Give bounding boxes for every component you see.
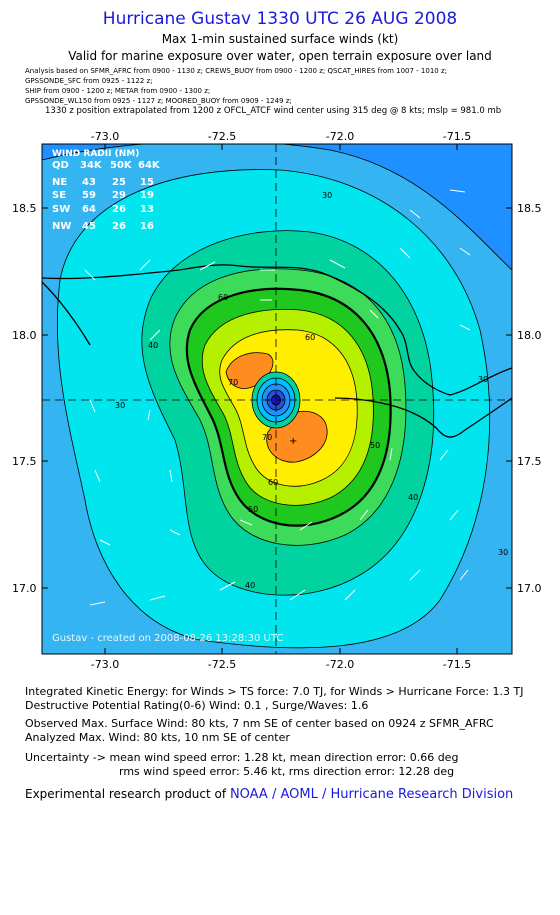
ike-summary: Integrated Kinetic Energy: for Winds > T… <box>25 685 524 698</box>
longitude-tick-label: -72.5 <box>208 658 236 671</box>
longitude-tick-label: -72.0 <box>326 658 354 671</box>
credit-line: Experimental research product of NOAA / … <box>25 787 513 802</box>
wind-radii-cell: 16 <box>140 221 154 232</box>
map-title: Hurricane Gustav 1330 UTC 26 AUG 2008 <box>102 9 458 29</box>
contour-label: 50 <box>370 441 380 450</box>
wind-radii-col: 34K <box>80 160 103 171</box>
max-wind-marker: + <box>289 436 297 447</box>
wind-radii-cell: 43 <box>82 177 96 188</box>
observed-max-wind: Observed Max. Surface Wind: 80 kts, 7 nm… <box>25 717 494 730</box>
creation-watermark: Gustav - created on 2008-08-26 13:28:30 … <box>52 633 283 644</box>
contour-label: 60 <box>305 333 315 342</box>
contour-label: 50 <box>248 505 258 514</box>
wind-radii-cell: 26 <box>112 204 126 215</box>
position-extrapolation-note: 1330 z position extrapolated from 1200 z… <box>45 106 502 116</box>
longitude-tick-label: -72.0 <box>326 130 354 143</box>
wind-vectors <box>84 189 471 606</box>
contour-label: 40 <box>148 341 158 350</box>
uncertainty-rms: rms wind speed error: 5.46 kt, rms direc… <box>119 765 455 778</box>
contour-label: 70 <box>262 433 272 442</box>
contour-label: 40 <box>245 581 255 590</box>
wind-radii-col: 64K <box>138 160 161 171</box>
wind-radii-cell: 45 <box>82 221 96 232</box>
coastline-north <box>42 264 512 396</box>
wind-radii-cell: 25 <box>112 177 126 188</box>
wind-radii-cell: 64 <box>82 204 96 215</box>
wind-radii-col: QD <box>52 160 69 171</box>
longitude-tick-label: -71.5 <box>443 658 471 671</box>
longitude-tick-label: -73.0 <box>91 130 119 143</box>
analysis-sources-line: GPSSONDE_SFC from 0925 - 1122 z; <box>25 77 153 85</box>
latitude-tick-label: 17.5 <box>12 455 37 468</box>
wind-radii-cell: 26 <box>112 221 126 232</box>
wind-radii-cell: 19 <box>140 190 154 201</box>
analysis-sources-line: GPSSONDE_WL150 from 0925 - 1127 z; MOORE… <box>25 97 292 105</box>
wind-radii-cell: NW <box>52 221 71 232</box>
map-frame <box>41 143 513 655</box>
wind-radii-cell: 59 <box>82 190 96 201</box>
wind-radii-cell: NE <box>52 177 67 188</box>
longitude-tick-label: -73.0 <box>91 658 119 671</box>
wind-radii-cell: 29 <box>112 190 126 201</box>
contour-label: 30 <box>498 548 508 557</box>
analyzed-max-wind: Analyzed Max. Wind: 80 kts, 10 nm SE of … <box>25 731 290 744</box>
destructive-potential-rating: Destructive Potential Rating(0-6) Wind: … <box>25 699 369 712</box>
latitude-tick-label: 17.0 <box>12 582 37 595</box>
contour-label: 40 <box>408 493 418 502</box>
contour-label: 30 <box>322 191 332 200</box>
wind-radii-cell: SE <box>52 190 66 201</box>
contour-label: 60 <box>218 293 228 302</box>
map-validity-note: Valid for marine exposure over water, op… <box>68 49 492 63</box>
map-subtitle: Max 1-min sustained surface winds (kt) <box>161 32 399 46</box>
latitude-tick-label: 18.5 <box>517 202 542 215</box>
wind-radii-cell: 15 <box>140 177 154 188</box>
latitude-tick-label: 17.5 <box>517 455 542 468</box>
credit-prefix: Experimental research product of <box>25 787 227 801</box>
wind-radii-cell: 13 <box>140 204 154 215</box>
latitude-tick-label: 17.0 <box>517 582 542 595</box>
contour-label: 70 <box>228 378 238 387</box>
latitude-tick-label: 18.0 <box>517 329 542 342</box>
coastline-south <box>42 281 512 438</box>
contour-label: 30 <box>478 375 488 384</box>
analysis-sources-line: SHIP from 0900 - 1200 z; METAR from 0900… <box>25 87 211 95</box>
contour-label: 60 <box>268 478 278 487</box>
latitude-tick-label: 18.0 <box>12 329 37 342</box>
wind-contours: 60 60 70 40 30 50 40 60 70 40 50 30 30 3… <box>42 144 512 654</box>
longitude-tick-label: -72.5 <box>208 130 236 143</box>
uncertainty-mean: Uncertainty -> mean wind speed error: 1.… <box>25 751 459 764</box>
analysis-sources-line: Analysis based on SFMR_AFRC from 0900 - … <box>25 67 448 75</box>
wind-radii-header: WIND RADII (NM) <box>52 149 139 159</box>
longitude-tick-label: -71.5 <box>443 130 471 143</box>
latitude-tick-label: 18.5 <box>12 202 37 215</box>
hrd-link[interactable]: NOAA / AOML / Hurricane Research Divisio… <box>229 787 514 802</box>
wind-radii-cell: SW <box>52 204 70 215</box>
contour-label: 30 <box>115 401 125 410</box>
axis-ticks <box>42 144 512 654</box>
wind-radii-col: 50K <box>110 160 133 171</box>
wind-radii-table: WIND RADII (NM) QD 34K 50K 64K NE 43 25 … <box>52 149 161 232</box>
